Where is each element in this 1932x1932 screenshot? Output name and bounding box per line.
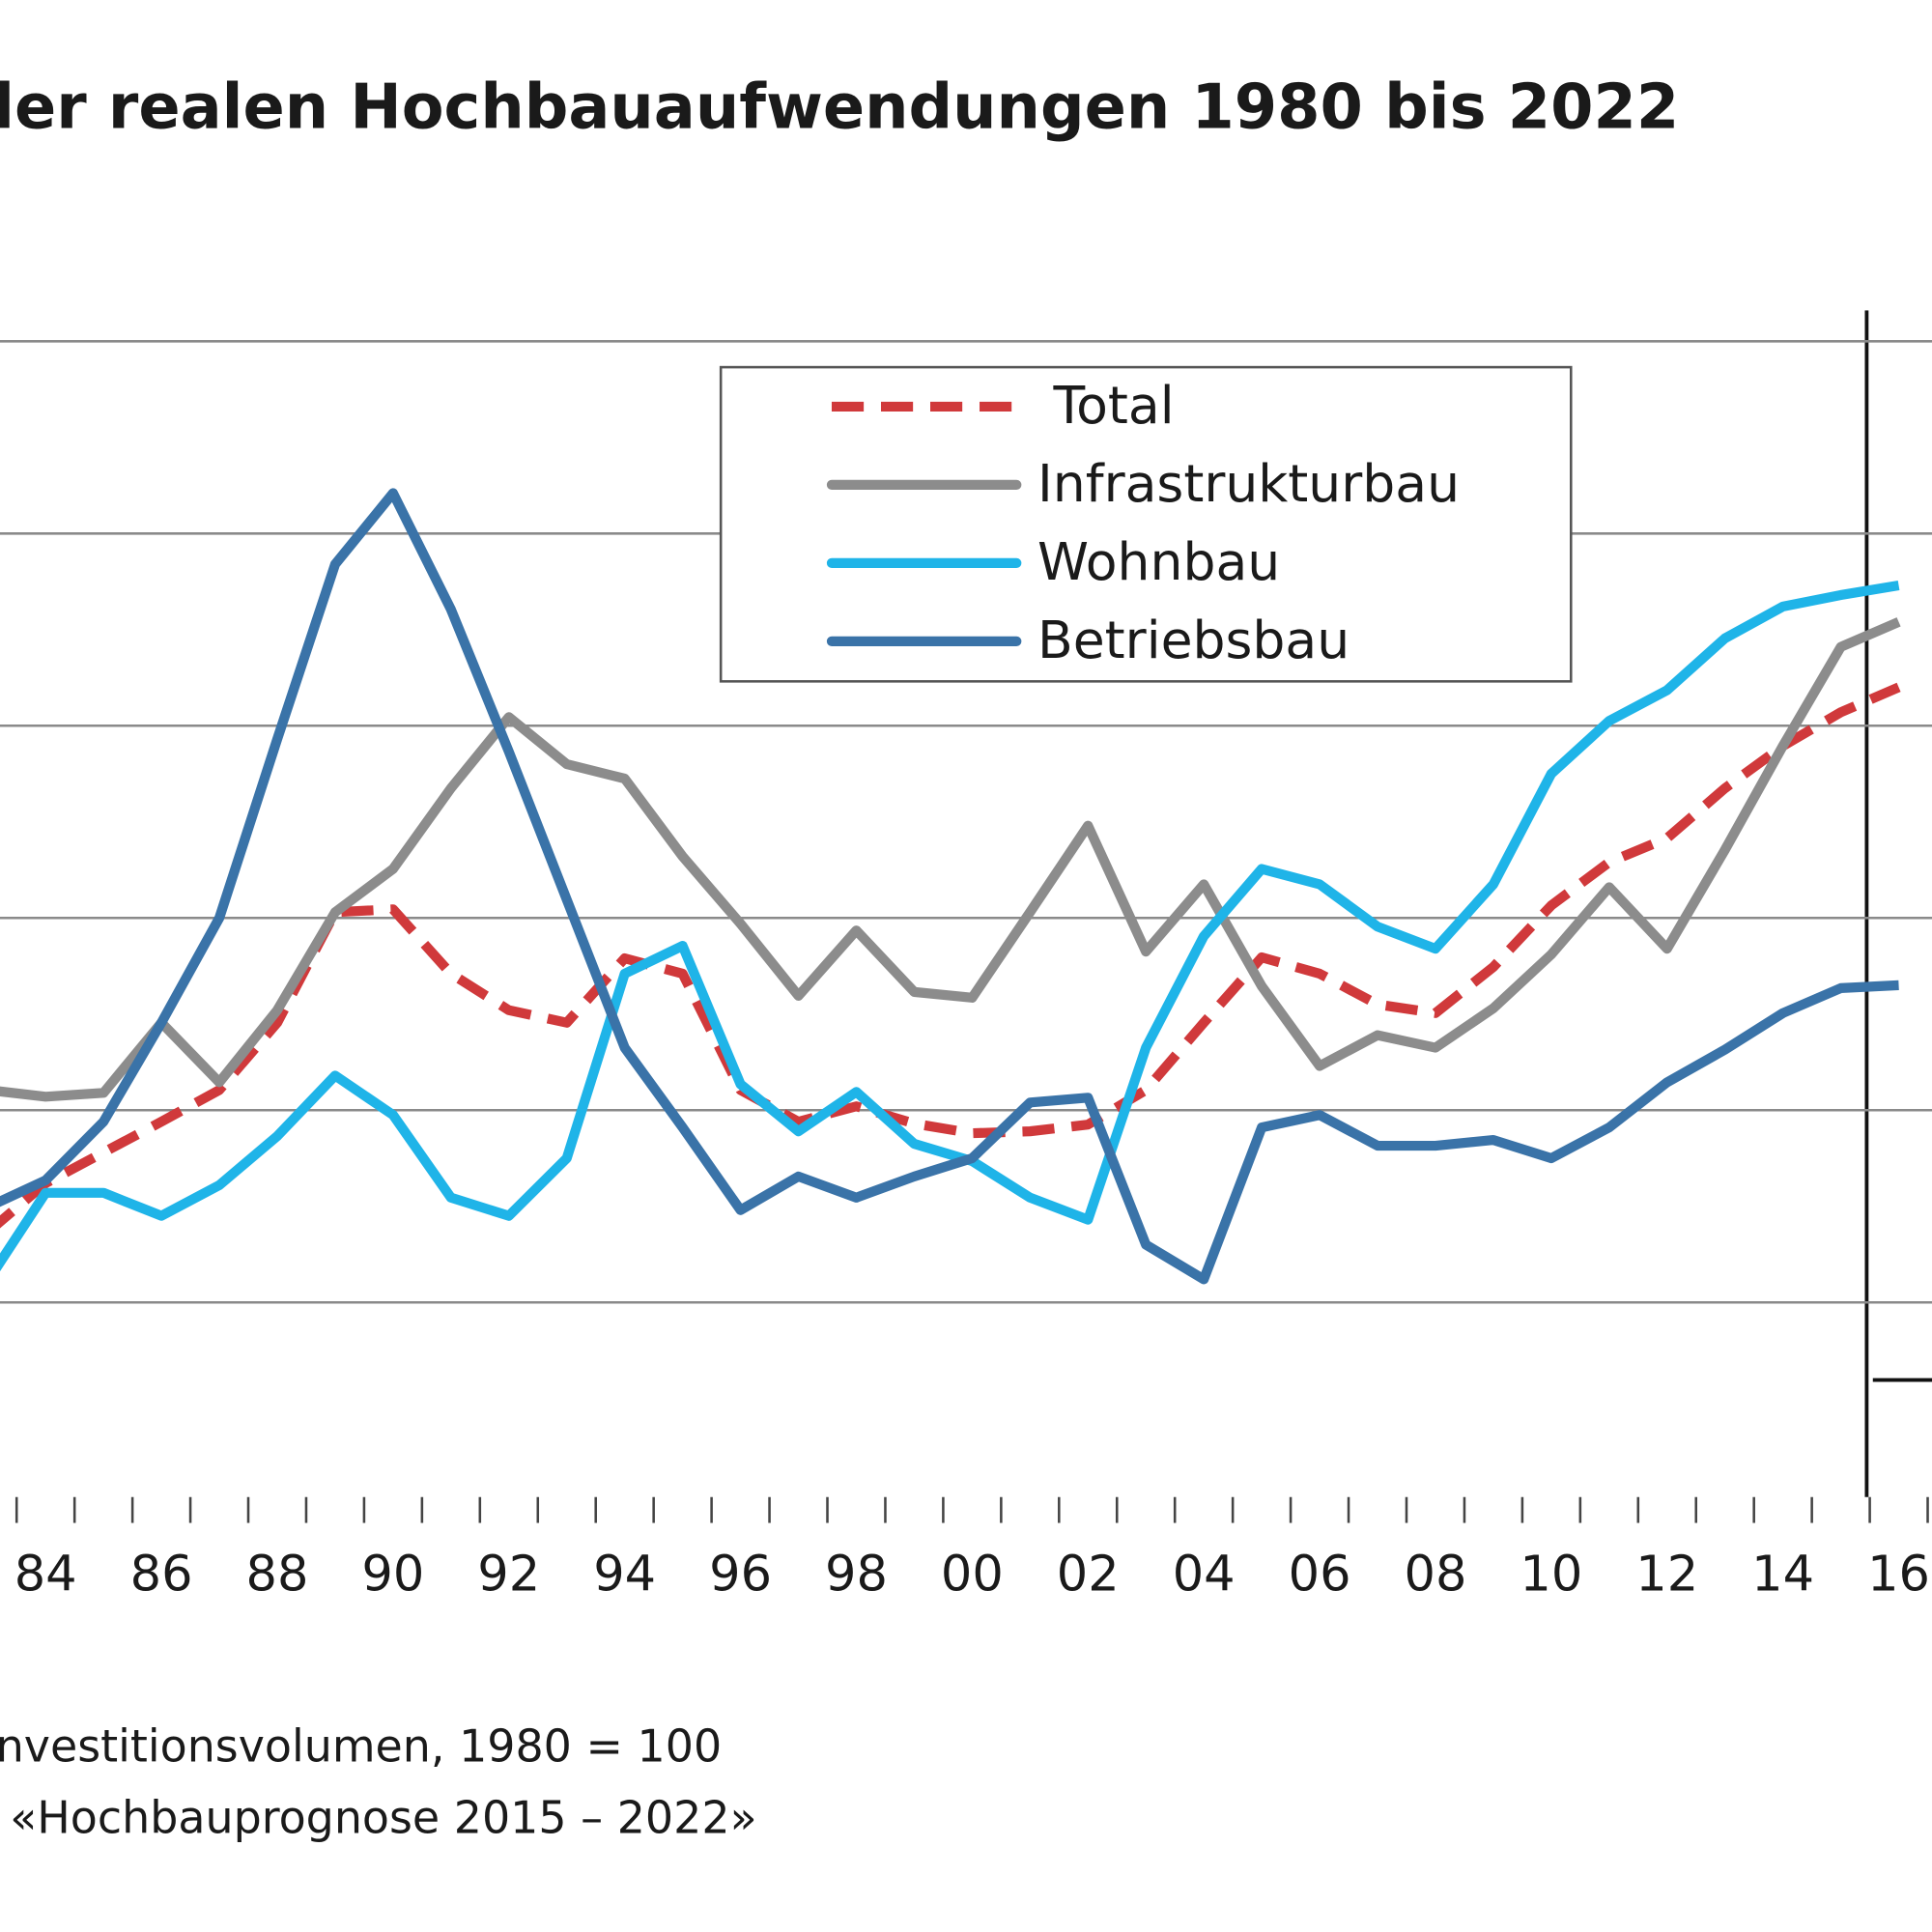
series-line	[0, 580, 1900, 1272]
x-tick-label: 00	[941, 1547, 1004, 1604]
plot: 84 86 88 90 92 94 96 98 00 02 04 06 08 10 12 14 16	[0, 340, 1932, 1604]
x-tick-label: 02	[1057, 1547, 1120, 1604]
note: «Hochbauprognose 2015 – 2022»	[10, 1792, 756, 1844]
legend-label: Infrastrukturbau	[1037, 453, 1460, 514]
x-tick-label: 88	[246, 1547, 309, 1604]
legend-label: Betriebsbau	[1037, 610, 1350, 670]
x-tick-label: 94	[593, 1547, 656, 1604]
series-line	[0, 488, 1899, 1285]
x-tick-label: 16	[1867, 1547, 1930, 1604]
legend: Total Infrastrukturbau Wohnbau Betriebsbau	[826, 375, 1460, 670]
x-tick-label: 08	[1405, 1547, 1467, 1604]
x-tick-label: 96	[709, 1547, 772, 1604]
x-tick-label: 14	[1751, 1547, 1814, 1604]
x-tick-label: 86	[130, 1547, 193, 1604]
x-tick-label: 04	[1173, 1547, 1236, 1604]
series-line	[0, 617, 1901, 1102]
note: Investitionsvolumen, 1980 = 100	[0, 1720, 722, 1773]
x-tick-label: 84	[14, 1547, 77, 1604]
x-tick-label: 12	[1635, 1547, 1698, 1604]
x-tick-label: 90	[361, 1547, 424, 1604]
legend-box	[719, 365, 1573, 683]
x-tick-label: 10	[1520, 1547, 1582, 1604]
legend-label: Wohnbau	[1037, 531, 1280, 592]
x-tick-label: 06	[1289, 1547, 1351, 1604]
legend-label: Total	[1053, 375, 1175, 436]
x-tick-label: 92	[477, 1547, 540, 1604]
x-tick-label: 98	[825, 1547, 888, 1604]
chart-title: der realen Hochbauaufwendungen 1980 bis …	[0, 71, 1679, 143]
